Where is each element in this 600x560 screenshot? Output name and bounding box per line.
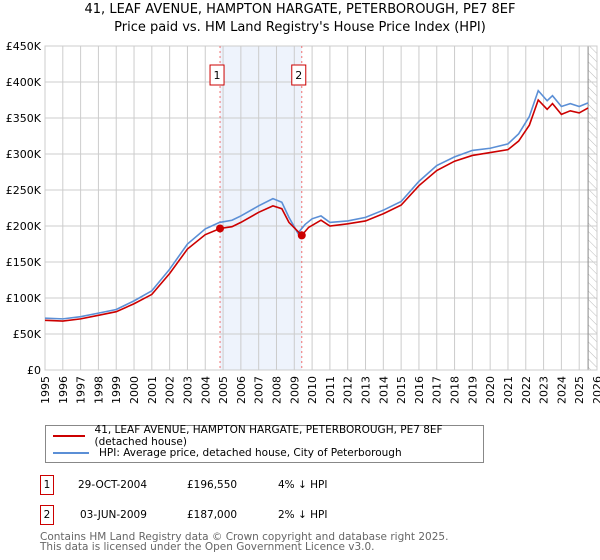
y-tick-label: £400K: [6, 76, 42, 89]
marker-badge: 1: [40, 475, 54, 495]
sale-marker-label: 1: [214, 69, 221, 82]
y-tick-label: £350K: [6, 112, 42, 125]
x-tick-label: 2002: [164, 376, 177, 404]
red-line-swatch: [53, 435, 85, 437]
y-tick-label: £200K: [6, 220, 42, 233]
forecast-hatch: [588, 46, 597, 370]
sale-point: [216, 224, 225, 233]
y-tick-label: £0: [27, 364, 41, 377]
x-tick-label: 2019: [466, 376, 479, 404]
x-tick-label: 2014: [377, 376, 390, 404]
property-price-line: [44, 98, 589, 322]
x-tick-label: 2023: [538, 376, 551, 404]
legend: 41, LEAF AVENUE, HAMPTON HARGATE, PETERB…: [45, 424, 484, 463]
chart-subtitle: Price paid vs. HM Land Registry's House …: [114, 20, 486, 35]
y-tick-label: £150K: [6, 256, 42, 269]
sale-period-shade: [220, 46, 302, 370]
y-tick-label: £100K: [6, 292, 42, 305]
x-tick-label: 2005: [217, 376, 230, 404]
chart-title: 41, LEAF AVENUE, HAMPTON HARGATE, PETERB…: [84, 2, 516, 17]
y-tick-label: £250K: [6, 184, 42, 197]
x-tick-label: 2024: [555, 376, 568, 404]
y-tick-label: £450K: [6, 40, 42, 53]
transaction-hpi-diff: 2% ↓ HPI: [278, 509, 328, 521]
x-tick-label: 1995: [39, 376, 52, 404]
x-tick-label: 2020: [484, 376, 497, 404]
footer-copyright: Contains HM Land Registry data © Crown c…: [40, 531, 449, 543]
x-tick-label: 2021: [502, 376, 515, 404]
sale-marker-badge: [291, 64, 307, 86]
sale-point: [297, 231, 306, 240]
sale-marker-badge: [209, 64, 225, 86]
transaction-price: £187,000: [187, 509, 238, 521]
x-tick-label: 2003: [181, 376, 194, 404]
legend-label: HPI: Average price, detached house, City…: [99, 447, 402, 459]
x-tick-label: 2015: [395, 376, 408, 404]
transaction-date: 29-OCT-2004: [78, 479, 147, 491]
marker-badge: 2: [40, 505, 54, 525]
price-chart: 1995 1996 1997 1998 1999 2000 2001 2002 2003 2004…: [6, 40, 600, 404]
transaction-hpi-diff: 4% ↓ HPI: [278, 479, 328, 491]
blue-line-swatch: [53, 452, 89, 454]
sale-marker-label: 2: [295, 69, 302, 82]
transaction-row: 2 03-JUN-2009 £187,000 2% ↓ HPI: [40, 505, 440, 525]
x-tick-label: 2007: [253, 376, 266, 404]
transaction-price: £196,550: [187, 479, 238, 491]
transaction-date: 03-JUN-2009: [80, 509, 147, 521]
x-tick-label: 2016: [413, 376, 426, 404]
x-tick-label: 2022: [520, 376, 533, 404]
footer-licence: This data is licensed under the Open Gov…: [40, 541, 375, 553]
legend-item-hpi: HPI: Average price, detached house, City…: [46, 445, 402, 461]
transaction-row: 1 29-OCT-2004 £196,550 4% ↓ HPI: [40, 475, 440, 495]
x-tick-label: 1996: [57, 376, 70, 404]
legend-item-property: 41, LEAF AVENUE, HAMPTON HARGATE, PETERB…: [46, 424, 483, 448]
x-tick-label: 1998: [92, 376, 105, 404]
x-tick-label: 1997: [75, 376, 88, 404]
x-tick-label: 2012: [342, 376, 355, 404]
legend-label: 41, LEAF AVENUE, HAMPTON HARGATE, PETERB…: [94, 424, 443, 448]
x-tick-label: 2009: [288, 376, 301, 404]
x-tick-label: 2025: [573, 376, 586, 404]
x-tick-label: 2000: [128, 376, 141, 404]
plot-frame: [44, 45, 598, 371]
x-tick-label: 2010: [306, 376, 319, 404]
x-tick-label: 2026: [591, 376, 600, 404]
x-tick-label: 2011: [324, 376, 337, 404]
x-tick-label: 2017: [431, 376, 444, 404]
x-tick-label: 2006: [235, 376, 248, 404]
x-tick-label: 2018: [449, 376, 462, 404]
y-tick-label: £50K: [13, 328, 42, 341]
x-tick-label: 2004: [199, 376, 212, 404]
x-tick-label: 2013: [360, 376, 373, 404]
x-tick-label: 1999: [110, 376, 123, 404]
x-tick-label: 2008: [270, 376, 283, 404]
hpi-line: [44, 89, 589, 320]
y-tick-label: £300K: [6, 148, 42, 161]
x-tick-label: 2001: [146, 376, 159, 404]
